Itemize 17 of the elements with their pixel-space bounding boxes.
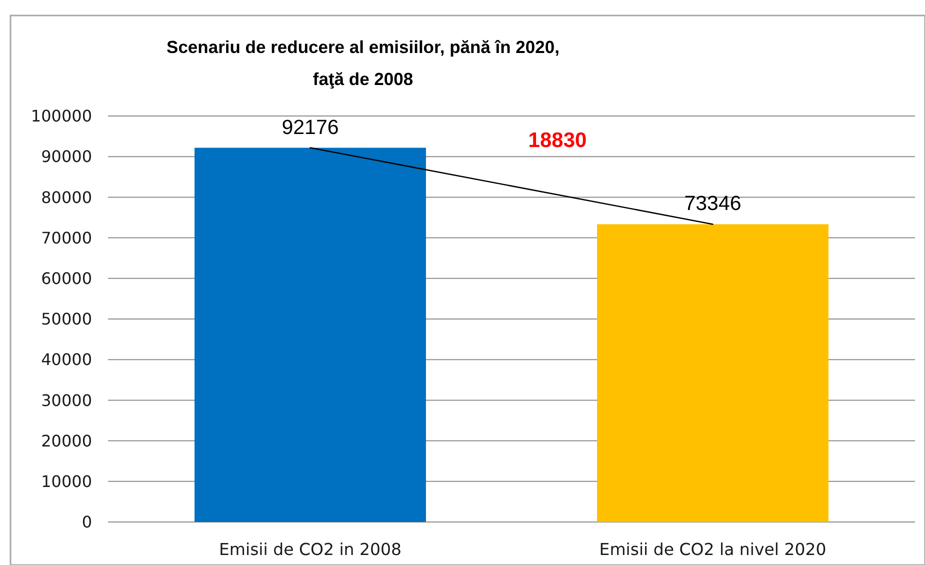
y-tick-label: 30000 [41, 390, 92, 410]
data-label: 92176 [282, 116, 339, 139]
y-tick-label: 40000 [41, 350, 92, 370]
x-tick-label: Emisii de CO2 la nivel 2020 [599, 540, 826, 559]
y-tick-label: 80000 [41, 188, 92, 207]
y-tick-label: 70000 [41, 228, 92, 248]
x-tick-label: Emisii de CO2 in 2008 [219, 540, 402, 559]
y-tick-label: 0 [82, 512, 92, 532]
y-tick-label: 20000 [41, 431, 92, 450]
y-tick-label: 100000 [30, 106, 92, 126]
y-tick-label: 90000 [41, 147, 92, 166]
y-tick-label: 50000 [41, 310, 92, 329]
y-tick-label: 60000 [41, 269, 92, 288]
data-label: 73346 [684, 192, 742, 216]
chart-title: Scenariu de reducere al emisiilor, pănă în 2020, faţă de 2008 [166, 37, 560, 89]
y-tick-label: 10000 [41, 472, 92, 491]
annotation: 18830 [528, 128, 587, 152]
